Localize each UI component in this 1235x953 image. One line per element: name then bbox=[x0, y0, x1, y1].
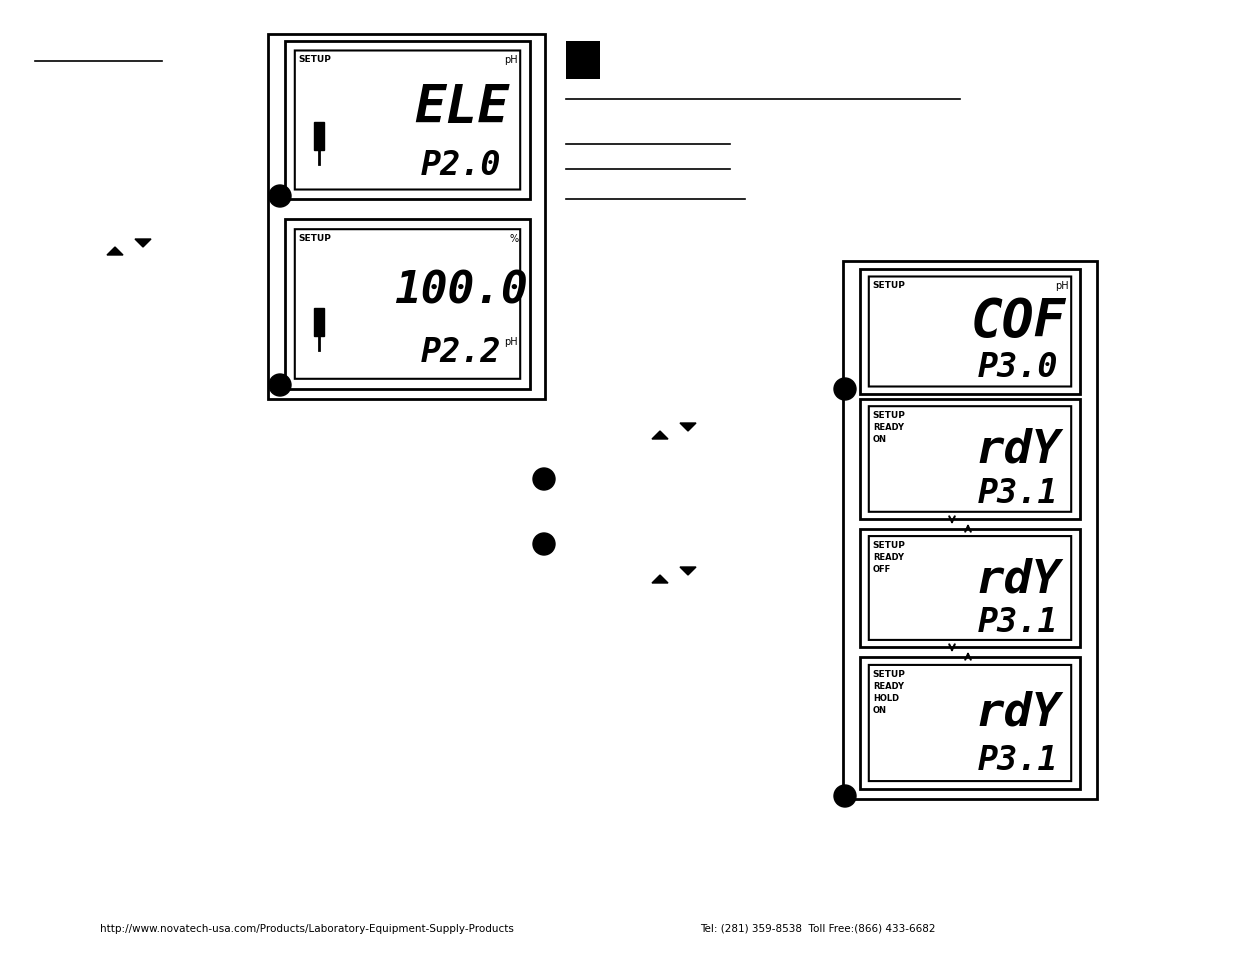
Text: pH: pH bbox=[505, 337, 519, 347]
Text: rdY: rdY bbox=[976, 690, 1061, 735]
Text: http://www.novatech-usa.com/Products/Laboratory-Equipment-Supply-Products: http://www.novatech-usa.com/Products/Lab… bbox=[100, 923, 514, 933]
Text: SETUP: SETUP bbox=[299, 233, 332, 243]
Text: READY: READY bbox=[873, 553, 904, 561]
Circle shape bbox=[534, 534, 555, 556]
Text: ELE: ELE bbox=[414, 82, 509, 134]
Circle shape bbox=[534, 469, 555, 491]
FancyBboxPatch shape bbox=[868, 277, 1071, 387]
Text: 100.0: 100.0 bbox=[394, 270, 529, 313]
Text: READY: READY bbox=[873, 681, 904, 690]
Circle shape bbox=[834, 785, 856, 807]
Polygon shape bbox=[107, 248, 124, 255]
Text: P3.1: P3.1 bbox=[978, 476, 1058, 510]
Text: SETUP: SETUP bbox=[873, 540, 905, 550]
Text: ON: ON bbox=[873, 705, 887, 714]
Circle shape bbox=[834, 378, 856, 400]
FancyBboxPatch shape bbox=[295, 51, 520, 191]
FancyBboxPatch shape bbox=[868, 537, 1071, 640]
Text: SETUP: SETUP bbox=[873, 411, 905, 419]
Bar bbox=[860, 399, 1079, 519]
Text: SETUP: SETUP bbox=[873, 669, 905, 679]
Text: P3.0: P3.0 bbox=[978, 351, 1058, 384]
Polygon shape bbox=[680, 567, 697, 576]
Text: pH: pH bbox=[1056, 281, 1070, 292]
Polygon shape bbox=[680, 423, 697, 432]
FancyBboxPatch shape bbox=[295, 230, 520, 379]
Polygon shape bbox=[652, 432, 668, 439]
Text: P3.1: P3.1 bbox=[978, 605, 1058, 638]
Bar bbox=[285, 42, 530, 200]
Bar bbox=[268, 35, 545, 399]
Text: READY: READY bbox=[873, 423, 904, 432]
Polygon shape bbox=[652, 576, 668, 583]
Bar bbox=[566, 42, 600, 80]
Text: SETUP: SETUP bbox=[299, 55, 332, 65]
FancyBboxPatch shape bbox=[868, 665, 1071, 781]
Circle shape bbox=[269, 186, 291, 208]
Bar bbox=[860, 530, 1079, 647]
Text: OFF: OFF bbox=[873, 564, 890, 574]
Text: ON: ON bbox=[873, 435, 887, 444]
Text: pH: pH bbox=[505, 55, 519, 66]
Bar bbox=[285, 220, 530, 390]
Text: rdY: rdY bbox=[976, 428, 1061, 473]
Text: rdY: rdY bbox=[976, 557, 1061, 601]
Text: %: % bbox=[509, 233, 519, 244]
Bar bbox=[314, 308, 325, 336]
Text: COF: COF bbox=[971, 296, 1066, 348]
Text: P3.1: P3.1 bbox=[978, 743, 1058, 777]
Bar bbox=[860, 658, 1079, 789]
Bar bbox=[314, 123, 325, 151]
Bar bbox=[844, 262, 1097, 800]
Text: Tel: (281) 359-8538  Toll Free:(866) 433-6682: Tel: (281) 359-8538 Toll Free:(866) 433-… bbox=[700, 923, 935, 933]
Circle shape bbox=[269, 375, 291, 396]
Text: P2.0: P2.0 bbox=[421, 149, 501, 182]
FancyBboxPatch shape bbox=[868, 407, 1071, 513]
Text: P2.2: P2.2 bbox=[421, 335, 501, 369]
Text: SETUP: SETUP bbox=[873, 281, 905, 291]
Text: HOLD: HOLD bbox=[873, 693, 899, 702]
Polygon shape bbox=[135, 240, 151, 248]
Bar bbox=[860, 270, 1079, 395]
